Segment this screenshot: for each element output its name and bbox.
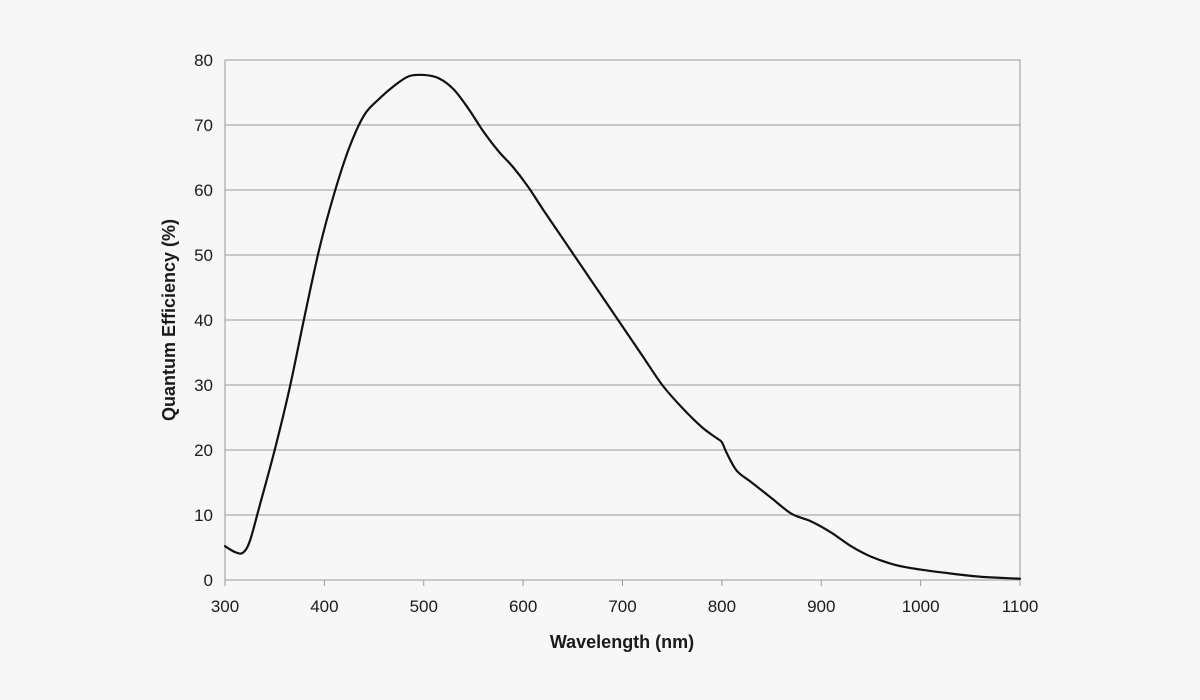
series-layer: [223, 73, 1022, 580]
x-tick-label: 600: [509, 597, 537, 616]
y-tick-label: 20: [194, 441, 213, 460]
y-tick-label: 70: [194, 116, 213, 135]
y-tick-label: 60: [194, 181, 213, 200]
y-axis-ticks: 0 10 20 30 40 50 60 70 80: [194, 51, 213, 590]
x-tick-label: 800: [708, 597, 736, 616]
x-tick-label: 1100: [1002, 597, 1039, 616]
x-axis-ticks: 300 400 500 600 700 800 900 1000 1100: [211, 580, 1038, 616]
y-tick-label: 40: [194, 311, 213, 330]
y-tick-label: 30: [194, 376, 213, 395]
x-axis-title: Wavelength (nm): [550, 632, 694, 652]
y-tick-label: 50: [194, 246, 213, 265]
y-axis-title: Quantum Efficiency (%): [159, 219, 179, 421]
x-tick-label: 300: [211, 597, 239, 616]
x-tick-label: 900: [807, 597, 835, 616]
x-tick-label: 700: [608, 597, 636, 616]
x-tick-label: 400: [310, 597, 338, 616]
y-tick-label: 80: [194, 51, 213, 70]
x-tick-label: 1000: [902, 597, 940, 616]
gridlines: [225, 124, 1020, 516]
x-tick-label: 500: [410, 597, 438, 616]
series-line-0: [223, 73, 1022, 580]
y-tick-label: 10: [194, 506, 213, 525]
y-tick-label: 0: [204, 571, 213, 590]
